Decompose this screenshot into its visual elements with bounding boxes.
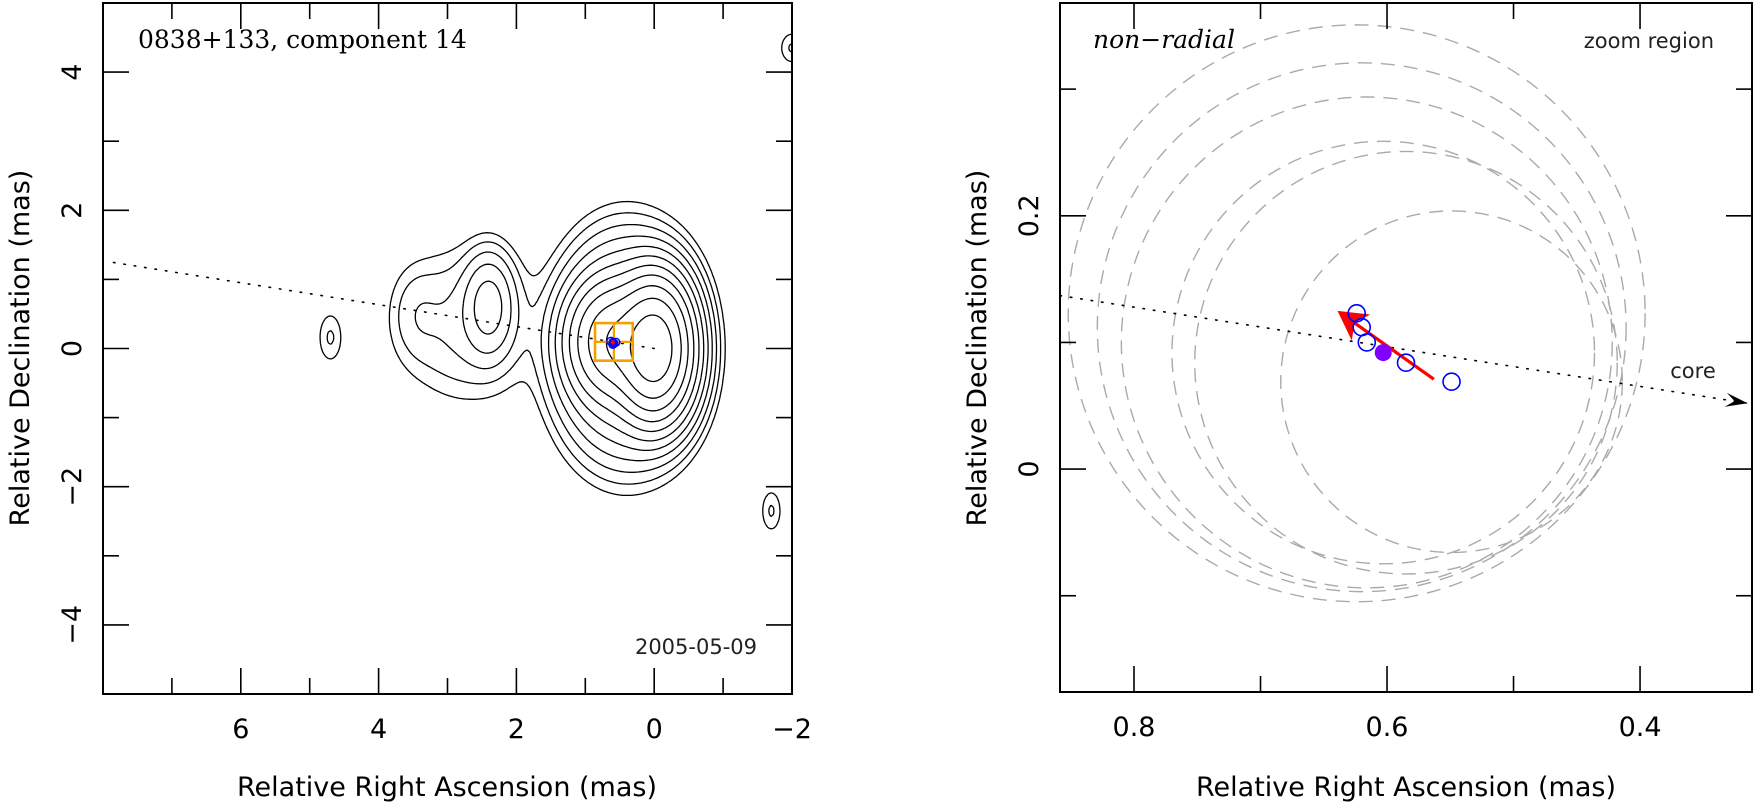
contour-level-9	[587, 285, 689, 412]
zoom-region-label: zoom region	[1584, 29, 1714, 53]
contour-level-8	[577, 274, 695, 423]
axis-ticks-left: 6 4 2 0 −2 4 2 0 −2 −4	[57, 3, 812, 745]
y-axis-label-right: Relative Declination (mas)	[962, 170, 993, 527]
contour-map-panel: 6 4 2 0 −2 4 2 0 −2 −4 0838+133, component 14 200…	[5, 2, 812, 803]
x-tick-label: 4	[370, 714, 387, 745]
axis-ticks-right: 0.8 0.6 0.4 0.2 0	[1014, 3, 1752, 743]
current-epoch-position	[1374, 344, 1392, 362]
uncertainty-ring	[1120, 96, 1613, 589]
contour-level-11	[629, 314, 673, 383]
epoch-label: 2005-05-09	[635, 635, 757, 659]
plot-frame-right	[1059, 2, 1753, 693]
contour-level-4	[462, 235, 713, 462]
jet-axis-line	[110, 261, 655, 350]
core-label: core	[1670, 359, 1716, 383]
component-marker	[606, 336, 621, 349]
contour-level-7	[568, 264, 700, 433]
uncertainty-ring	[1194, 150, 1618, 575]
y-tick-label: 0.2	[1014, 194, 1045, 237]
uncertainty-ring	[1280, 210, 1624, 554]
uncertainty-ring	[1096, 62, 1627, 593]
x-tick-label: 0.6	[1366, 712, 1409, 743]
contour-level-6	[561, 255, 705, 442]
core-arrowhead-icon	[1724, 392, 1748, 407]
x-axis-label-right: Relative Right Ascension (mas)	[1196, 772, 1616, 803]
component-positions	[1347, 304, 1461, 391]
x-tick-label: 2	[508, 714, 525, 745]
x-tick-label: 0.4	[1619, 712, 1662, 743]
motion-type-label: non−radial	[1093, 25, 1235, 54]
y-tick-label: −2	[57, 467, 88, 507]
x-axis-label-left: Relative Right Ascension (mas)	[237, 772, 657, 803]
epoch-position	[1357, 333, 1377, 352]
uncertainty-ring	[1067, 24, 1646, 603]
contour-level-3	[414, 223, 718, 473]
zoom-panel: 0.8 0.6 0.4 0.2 0 non−radial zoom region cor…	[962, 2, 1753, 803]
contour-level-10	[605, 297, 682, 399]
epoch-position	[1396, 353, 1416, 372]
contour-level-5	[473, 245, 709, 452]
y-tick-label: 0	[1014, 460, 1045, 477]
y-axis-label-left: Relative Declination (mas)	[5, 170, 36, 527]
contour-group	[319, 33, 793, 530]
velocity-marker	[610, 340, 616, 345]
epoch-position	[1347, 304, 1366, 323]
core-direction-line	[1059, 294, 1749, 405]
x-tick-label: 0	[646, 714, 663, 745]
y-tick-label: 0	[57, 340, 88, 357]
contour-level-1	[319, 33, 793, 530]
x-tick-label: 0.8	[1113, 712, 1156, 743]
uncertainty-rings	[1067, 24, 1646, 603]
y-tick-label: 2	[57, 202, 88, 219]
x-tick-label: 6	[232, 714, 249, 745]
uncertainty-ring	[1171, 140, 1596, 565]
plot-title: 0838+133, component 14	[138, 25, 467, 54]
contour-level-2	[326, 43, 793, 518]
y-tick-label: −4	[57, 605, 88, 645]
y-tick-label: 4	[57, 64, 88, 81]
x-tick-label: −2	[772, 714, 812, 745]
epoch-position	[1442, 372, 1461, 391]
